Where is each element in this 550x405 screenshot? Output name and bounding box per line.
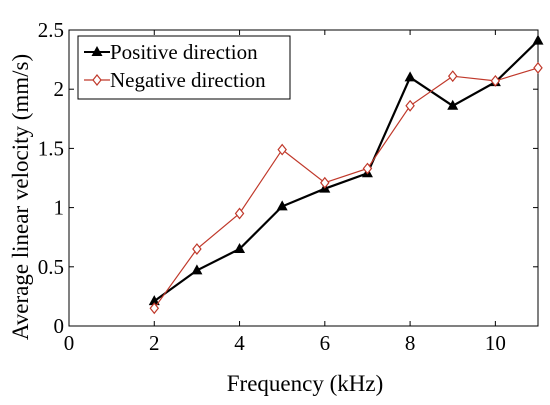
data-point xyxy=(277,143,287,156)
data-point xyxy=(148,295,160,306)
y-tick-label: 1 xyxy=(54,196,65,220)
y-tick-label: 2.5 xyxy=(38,18,64,42)
x-tick-label: 10 xyxy=(485,331,506,355)
data-point xyxy=(405,99,415,112)
data-point xyxy=(149,302,160,315)
y-tick-label: 2 xyxy=(54,77,65,101)
data-point xyxy=(447,70,458,83)
x-axis-ticks: 0 2 4 6 8 10 xyxy=(64,30,506,355)
x-tick-label: 4 xyxy=(234,331,245,355)
legend-label-negative: Negative direction xyxy=(110,68,266,92)
data-point xyxy=(320,176,330,189)
y-tick-label: 0 xyxy=(54,314,65,338)
legend-box xyxy=(77,35,291,100)
legend-marker-diamond xyxy=(92,74,102,86)
y-tick-label: 1.5 xyxy=(38,136,64,160)
data-point xyxy=(191,264,203,275)
data-point xyxy=(234,243,246,254)
legend-item-negative: Negative direction xyxy=(84,68,266,92)
legend-label-positive: Positive direction xyxy=(110,40,258,64)
axes-frame xyxy=(68,29,539,327)
legend: Positive direction Negative direction xyxy=(77,35,291,100)
series-line xyxy=(153,67,539,309)
series-layer xyxy=(148,34,544,315)
y-axis-label: Average linear velocity (mm/s) xyxy=(8,54,33,340)
x-tick-label: 6 xyxy=(320,331,331,355)
legend-marker-triangle xyxy=(91,46,103,56)
data-point xyxy=(533,61,543,74)
plot-area-border xyxy=(68,29,539,327)
data-point xyxy=(362,162,373,175)
data-point xyxy=(276,200,288,211)
data-point xyxy=(532,34,544,45)
legend-item-positive: Positive direction xyxy=(84,40,258,64)
data-point xyxy=(490,74,501,87)
x-tick-label: 8 xyxy=(405,331,416,355)
x-axis-label: Frequency (kHz) xyxy=(227,371,383,396)
series-line xyxy=(153,39,539,302)
data-point xyxy=(192,243,202,256)
x-tick-label: 0 xyxy=(64,331,75,355)
data-point xyxy=(234,207,245,220)
y-axis-ticks: 0 0.5 1 1.5 2 2.5 xyxy=(38,18,538,338)
data-point xyxy=(447,99,459,110)
data-point xyxy=(404,71,416,82)
series-negative xyxy=(149,61,543,315)
x-tick-label: 2 xyxy=(149,331,160,355)
y-tick-label: 0.5 xyxy=(38,255,64,279)
